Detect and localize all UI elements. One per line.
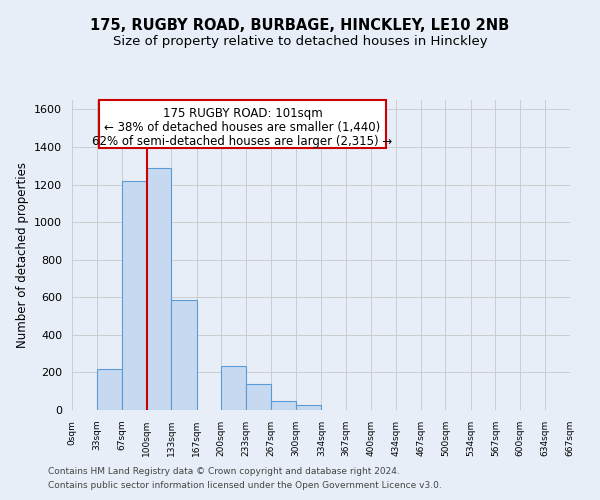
Text: 62% of semi-detached houses are larger (2,315) →: 62% of semi-detached houses are larger (… bbox=[92, 136, 392, 148]
FancyBboxPatch shape bbox=[100, 100, 386, 148]
Y-axis label: Number of detached properties: Number of detached properties bbox=[16, 162, 29, 348]
Text: Contains public sector information licensed under the Open Government Licence v3: Contains public sector information licen… bbox=[48, 481, 442, 490]
Text: Size of property relative to detached houses in Hinckley: Size of property relative to detached ho… bbox=[113, 35, 487, 48]
Bar bbox=[296, 406, 322, 410]
Text: 175 RUGBY ROAD: 101sqm: 175 RUGBY ROAD: 101sqm bbox=[163, 107, 322, 120]
Bar bbox=[271, 400, 296, 410]
Text: Contains HM Land Registry data © Crown copyright and database right 2024.: Contains HM Land Registry data © Crown c… bbox=[48, 467, 400, 476]
Text: 175, RUGBY ROAD, BURBAGE, HINCKLEY, LE10 2NB: 175, RUGBY ROAD, BURBAGE, HINCKLEY, LE10… bbox=[91, 18, 509, 32]
Bar bbox=[146, 168, 172, 410]
Bar bbox=[172, 300, 197, 410]
Text: ← 38% of detached houses are smaller (1,440): ← 38% of detached houses are smaller (1,… bbox=[104, 122, 380, 134]
Bar bbox=[221, 366, 246, 410]
Bar bbox=[122, 181, 146, 410]
Bar bbox=[97, 368, 122, 410]
Bar bbox=[246, 384, 271, 410]
